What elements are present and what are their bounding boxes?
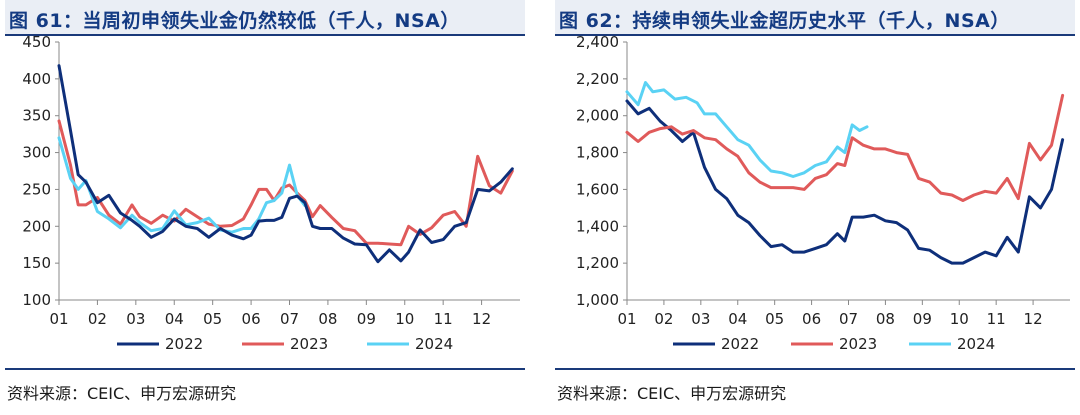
x-tick-label: 06 xyxy=(242,310,261,328)
legend-label-2022: 2022 xyxy=(721,335,759,353)
x-tick-label: 01 xyxy=(617,310,636,328)
y-tick-label: 100 xyxy=(22,291,51,309)
chart-plot: 1,000 1,200 1,400 1,600 1,800 2,000 2,200 2,400… xyxy=(576,36,1070,353)
y-tick-label: 350 xyxy=(22,107,51,125)
x-tick-label: 07 xyxy=(839,310,858,328)
x-tick-label: 04 xyxy=(165,310,184,328)
x-tick-label: 12 xyxy=(472,310,491,328)
x-tick-label: 08 xyxy=(318,310,337,328)
y-tick-label: 2,400 xyxy=(576,36,619,51)
y-tick-label: 1,000 xyxy=(576,291,619,309)
y-tick-label: 200 xyxy=(22,217,51,235)
title-bar: 图 61：当周初申领失业金仍然较低（千人，NSA） xyxy=(5,0,525,36)
y-tick-label: 450 xyxy=(22,36,51,51)
x-tick-label: 03 xyxy=(691,310,710,328)
x-tick-label: 11 xyxy=(434,310,453,328)
x-tick-label: 07 xyxy=(280,310,299,328)
x-tick-label: 11 xyxy=(987,310,1006,328)
series-line-2024 xyxy=(57,136,307,234)
series-line-2022 xyxy=(625,99,1065,265)
y-tick-label: 250 xyxy=(22,180,51,198)
x-tick-label: 02 xyxy=(88,310,107,328)
y-tick-label: 150 xyxy=(22,254,51,272)
y-tick-label: 1,800 xyxy=(576,144,619,162)
y-tick-label: 300 xyxy=(22,144,51,162)
y-tick-label: 1,600 xyxy=(576,180,619,198)
legend-label-2024: 2024 xyxy=(957,335,995,353)
bottom-divider xyxy=(5,368,525,370)
series-line-2022 xyxy=(57,64,514,264)
x-tick-label: 12 xyxy=(1024,310,1043,328)
y-tick-label: 1,200 xyxy=(576,254,619,272)
x-tick-label: 10 xyxy=(395,310,414,328)
series-line-2024 xyxy=(625,81,869,178)
chart-title: 图 61：当周初申领失业金仍然较低（千人，NSA） xyxy=(9,10,460,32)
x-tick-label: 09 xyxy=(357,310,376,328)
legend-label-2022: 2022 xyxy=(165,335,203,353)
title-bar: 图 62：持续申领失业金超历史水平（千人，NSA） xyxy=(555,0,1075,36)
legend-label-2023: 2023 xyxy=(839,335,877,353)
source-note: 资料来源：CEIC、申万宏源研究 xyxy=(7,384,237,403)
y-tick-label: 2,200 xyxy=(576,70,619,88)
x-tick-label: 05 xyxy=(765,310,784,328)
x-tick-label: 08 xyxy=(876,310,895,328)
bottom-divider xyxy=(555,368,1075,370)
series-line-2023 xyxy=(625,93,1065,202)
x-tick-label: 06 xyxy=(802,310,821,328)
x-tick-label: 09 xyxy=(913,310,932,328)
x-tick-label: 10 xyxy=(950,310,969,328)
source-note: 资料来源：CEIC、申万宏源研究 xyxy=(557,384,787,403)
legend-label-2024: 2024 xyxy=(415,335,453,353)
y-tick-label: 400 xyxy=(22,70,51,88)
y-tick-label: 1,400 xyxy=(576,217,619,235)
x-tick-label: 02 xyxy=(654,310,673,328)
x-tick-label: 04 xyxy=(728,310,747,328)
chart-title: 图 62：持续申领失业金超历史水平（千人，NSA） xyxy=(559,10,1010,32)
chart-panel-left: 图 61：当周初申领失业金仍然较低（千人，NSA） 100 150 200 250 30… xyxy=(5,0,525,415)
x-tick-label: 05 xyxy=(203,310,222,328)
x-tick-label: 01 xyxy=(49,310,68,328)
y-tick-label: 2,000 xyxy=(576,107,619,125)
legend-label-2023: 2023 xyxy=(290,335,328,353)
chart-plot: 100 150 200 250 300 350 400 450 01 02 03 04 05 06 07 08… xyxy=(22,36,520,353)
chart-panel-right: 图 62：持续申领失业金超历史水平（千人，NSA） 1,000 1,200 1,40… xyxy=(555,0,1075,415)
x-tick-label: 03 xyxy=(126,310,145,328)
